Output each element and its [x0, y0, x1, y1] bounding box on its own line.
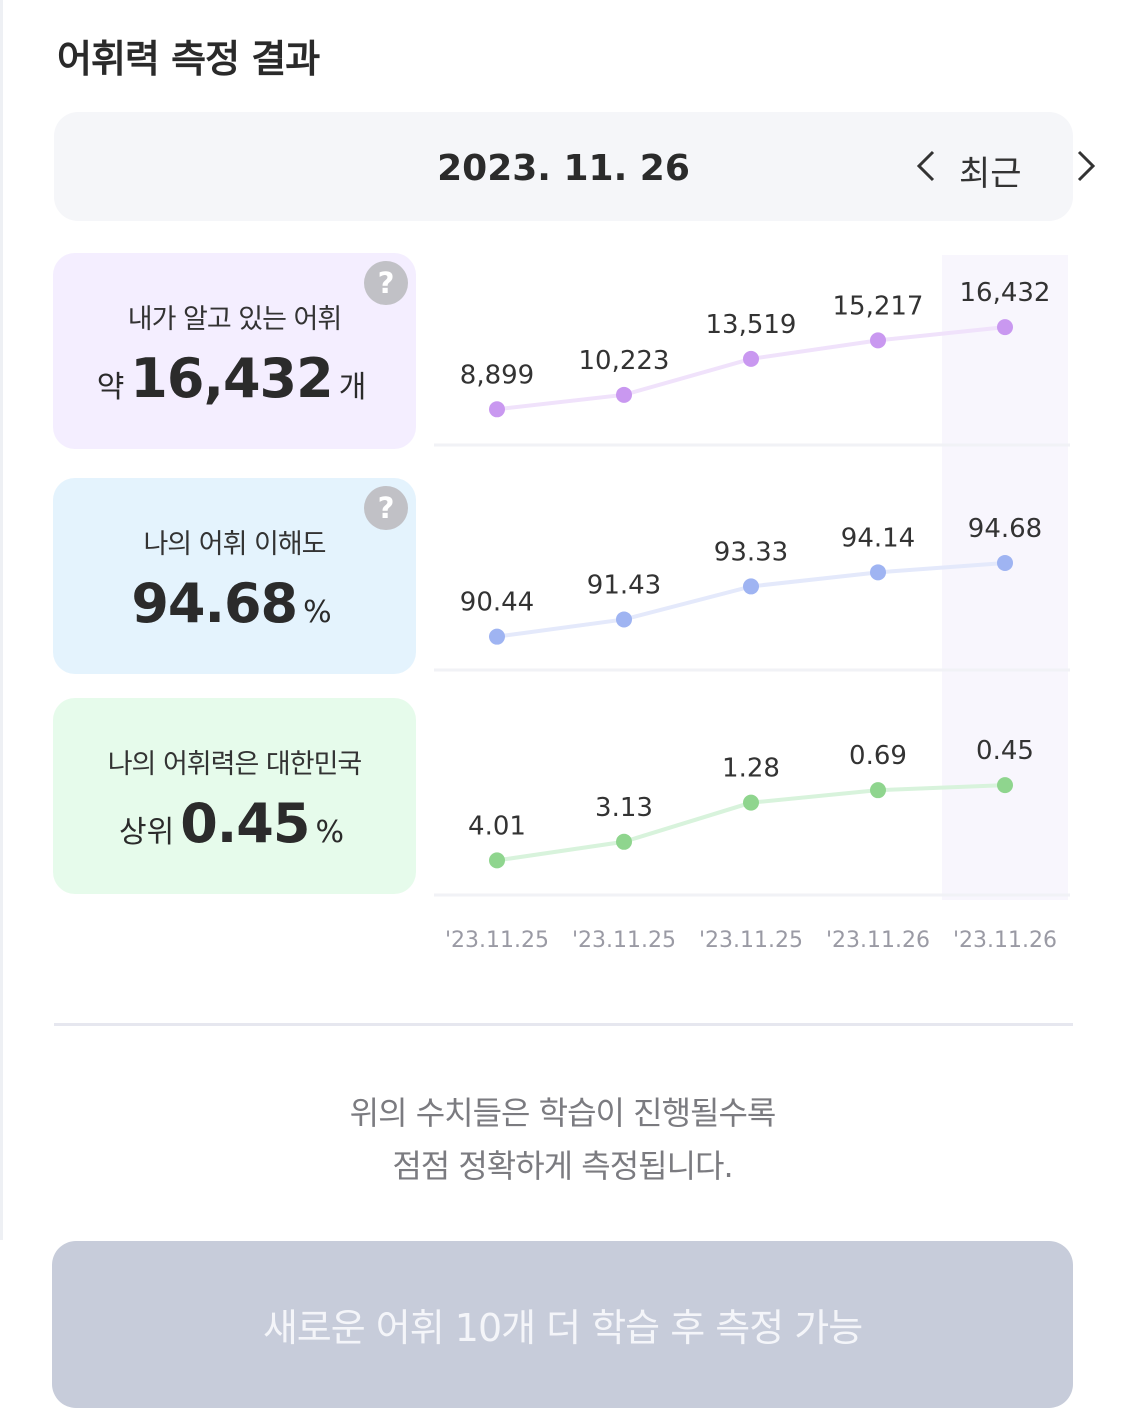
- data-point: [743, 578, 759, 595]
- series-line: [496, 560, 1006, 639]
- data-label: 94.14: [841, 523, 915, 553]
- data-point: [870, 782, 886, 799]
- left-edge: [0, 0, 3, 1240]
- page-title: 어휘력 측정 결과: [57, 37, 320, 81]
- data-point: [997, 554, 1013, 571]
- data-label: 91.43: [587, 570, 661, 600]
- rank-value-row: 상위 0.45%: [53, 792, 416, 855]
- comprehension-value: 94.68: [131, 572, 298, 635]
- known-words-label: 내가 알고 있는 어휘: [127, 304, 342, 335]
- help-icon[interactable]: ?: [364, 261, 408, 305]
- data-label: 1.28: [722, 754, 780, 784]
- data-point: [616, 833, 632, 850]
- comprehension-unit: %: [303, 595, 332, 630]
- data-point: [489, 852, 505, 869]
- rank-prefix: 상위: [119, 815, 175, 850]
- data-label: 90.44: [460, 588, 534, 618]
- data-point: [997, 319, 1013, 336]
- latest-column-highlight: [942, 255, 1068, 900]
- data-label: 0.45: [976, 736, 1034, 766]
- data-label: 15,217: [833, 291, 924, 321]
- known-words-prefix: 약: [96, 370, 125, 405]
- comprehension-label: 나의 어휘 이해도: [143, 529, 326, 560]
- data-label: 94.68: [968, 514, 1042, 544]
- known-words-card: ? 내가 알고 있는 어휘 약 16,432 개: [53, 253, 416, 449]
- trend-chart: 8,899 10,223 13,519 15,217 16,432 90.44 91.43 9…: [434, 255, 1070, 953]
- known-words-value-row: 약 16,432 개: [53, 347, 416, 410]
- note-line-1: 위의 수치들은 학습이 진행될수록: [349, 1094, 777, 1132]
- data-label: 16,432: [960, 278, 1051, 308]
- rank-card: 나의 어휘력은 대한민국 상위 0.45%: [53, 698, 416, 894]
- known-words-unit: 개: [338, 370, 367, 405]
- rank-value: 0.45: [180, 792, 310, 855]
- data-point: [997, 777, 1013, 794]
- x-tick-label: '23.11.26: [953, 928, 1057, 953]
- x-tick-label: '23.11.25: [445, 928, 549, 953]
- comprehension-value-row: 94.68%: [53, 572, 416, 635]
- data-point: [870, 332, 886, 349]
- known-words-value: 16,432: [130, 347, 333, 410]
- data-label: 10,223: [579, 346, 670, 376]
- rank-label: 나의 어휘력은 대한민국: [107, 749, 363, 780]
- data-point: [743, 794, 759, 811]
- data-label: 3.13: [595, 793, 653, 823]
- data-point: [489, 401, 505, 418]
- date-selector: 2023. 11. 26 최근: [54, 112, 1096, 221]
- data-point: [616, 386, 632, 403]
- current-date: 2023. 11. 26: [437, 148, 690, 189]
- next-button[interactable]: [1066, 144, 1106, 188]
- chevron-left-icon: [916, 150, 935, 182]
- data-point: [616, 611, 632, 628]
- period-label: 최근: [959, 154, 1022, 194]
- data-label: 0.69: [849, 741, 907, 771]
- data-point: [743, 350, 759, 367]
- note-line-2: 점점 정확하게 측정됩니다.: [392, 1147, 733, 1185]
- data-label: 13,519: [706, 310, 797, 340]
- divider: [54, 1023, 1073, 1026]
- x-tick-label: '23.11.25: [699, 928, 803, 953]
- x-tick-label: '23.11.25: [572, 928, 676, 953]
- help-icon[interactable]: ?: [364, 486, 408, 530]
- rank-unit: %: [315, 815, 344, 850]
- data-point: [489, 628, 505, 645]
- comprehension-card: ? 나의 어휘 이해도 94.68%: [53, 478, 416, 674]
- chevron-right-icon: [1077, 150, 1096, 182]
- data-label: 4.01: [468, 811, 526, 841]
- data-label: 93.33: [714, 537, 788, 567]
- measure-button[interactable]: 새로운 어휘 10개 더 학습 후 측정 가능: [52, 1241, 1073, 1408]
- prev-button[interactable]: [906, 144, 946, 188]
- x-tick-label: '23.11.26: [826, 928, 930, 953]
- data-label: 8,899: [460, 360, 534, 390]
- data-point: [870, 564, 886, 581]
